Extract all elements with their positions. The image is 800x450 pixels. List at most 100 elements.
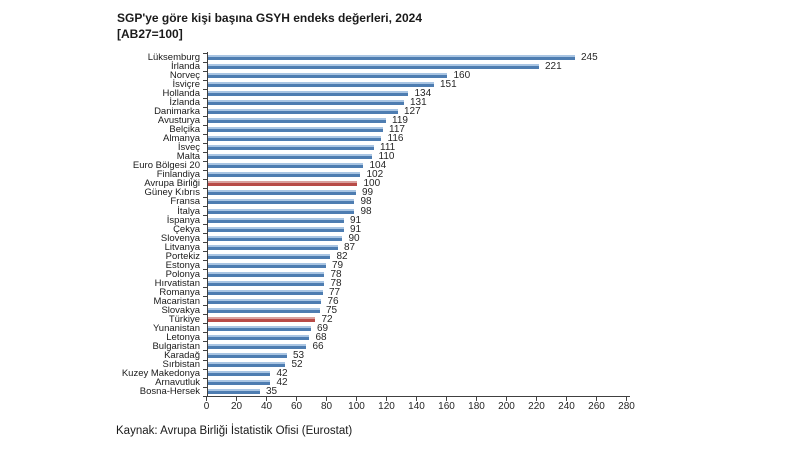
y-axis-tick <box>203 242 207 244</box>
value-label: 82 <box>336 250 348 262</box>
value-label: 102 <box>366 169 384 181</box>
category-label: Lüksemburg <box>147 52 200 63</box>
chart-subtitle: [AB27=100] <box>117 27 183 41</box>
category-label: Fransa <box>170 196 200 208</box>
x-axis-tick-label: 280 <box>618 401 635 412</box>
y-axis-tick <box>203 233 207 235</box>
chart-title: SGP'ye göre kişi başına GSYH endeks değe… <box>117 11 422 25</box>
x-axis-tick <box>506 397 507 401</box>
y-axis-tick <box>203 160 207 162</box>
bar <box>207 109 398 115</box>
category-label: İtalya <box>177 205 200 217</box>
value-label: 99 <box>362 187 374 199</box>
category-label: Bosna-Hersek <box>139 386 200 398</box>
x-axis-tick-label: 180 <box>468 401 485 412</box>
y-axis-tick <box>203 305 207 307</box>
category-label: Avrupa Birliği <box>144 178 200 190</box>
x-axis-tick <box>266 397 267 401</box>
bar <box>207 380 270 386</box>
y-axis-tick <box>203 133 207 135</box>
bar <box>207 82 434 88</box>
category-label: Almanya <box>163 133 200 145</box>
value-label: 35 <box>266 386 278 398</box>
y-axis-tick <box>203 124 207 126</box>
x-axis-tick-label: 80 <box>320 401 333 412</box>
bar <box>207 343 306 349</box>
value-label: 66 <box>312 340 324 352</box>
value-label: 69 <box>317 322 329 334</box>
x-axis-tick-label: 200 <box>498 401 515 412</box>
x-axis-tick <box>356 397 357 401</box>
value-label: 131 <box>410 97 427 109</box>
value-label: 160 <box>453 70 471 82</box>
value-label: 117 <box>389 124 405 136</box>
y-axis-tick <box>203 314 207 316</box>
bar <box>207 127 383 133</box>
category-label: Kuzey Makedonya <box>121 368 200 380</box>
bar <box>207 271 324 277</box>
y-axis-tick <box>203 61 207 63</box>
category-label: İsviçre <box>172 79 200 91</box>
y-axis-tick <box>203 287 207 289</box>
x-axis-tick-label: 160 <box>438 401 455 412</box>
category-label: Romanya <box>159 286 200 298</box>
bar <box>207 325 311 331</box>
bar <box>207 91 408 97</box>
value-label: 111 <box>380 142 396 154</box>
x-axis-tick <box>566 397 567 401</box>
x-axis-tick <box>386 397 387 401</box>
x-axis-tick-label: 0 <box>203 401 210 412</box>
y-axis-tick <box>203 169 207 171</box>
value-label: 78 <box>330 268 342 280</box>
category-label: Finlandiya <box>156 169 200 181</box>
category-label: Sırbistan <box>162 359 201 371</box>
x-axis-tick-label: 120 <box>378 401 395 412</box>
x-axis-tick <box>296 397 297 401</box>
y-axis-tick <box>203 341 207 343</box>
x-axis-tick <box>596 397 597 401</box>
y-axis-tick <box>203 196 207 198</box>
y-axis-tick <box>203 386 207 388</box>
x-axis-tick-label: 220 <box>528 401 545 412</box>
bar <box>207 298 321 304</box>
bar <box>207 136 381 142</box>
value-label: 79 <box>332 259 344 271</box>
bar <box>207 172 360 178</box>
category-label: Letonya <box>166 331 200 343</box>
bar <box>207 371 270 377</box>
value-label: 151 <box>440 79 457 91</box>
bar <box>207 235 342 241</box>
y-axis-tick <box>203 215 207 217</box>
category-label: Güney Kıbrıs <box>144 187 200 199</box>
x-axis-tick <box>416 397 417 401</box>
y-axis-tick <box>203 70 207 72</box>
category-label: Belçika <box>169 124 200 136</box>
x-axis-line <box>206 396 630 397</box>
value-label: 110 <box>378 151 395 163</box>
y-axis-tick <box>203 323 207 325</box>
value-label: 42 <box>276 377 288 389</box>
y-axis-tick <box>203 350 207 352</box>
value-label: 76 <box>327 295 339 307</box>
x-axis-tick-label: 140 <box>408 401 425 412</box>
y-axis-tick <box>203 251 207 253</box>
y-axis-tick <box>203 296 207 298</box>
value-label: 78 <box>330 277 342 289</box>
category-label: Malta <box>176 151 200 163</box>
bar <box>207 199 354 205</box>
bar <box>207 334 309 340</box>
y-axis-tick <box>203 368 207 370</box>
value-label: 90 <box>348 232 360 244</box>
y-axis-tick <box>203 206 207 207</box>
x-axis-tick-label: 60 <box>290 401 303 412</box>
y-axis-tick <box>203 269 207 271</box>
bar <box>207 100 404 106</box>
bar <box>207 352 287 358</box>
bar <box>207 118 386 124</box>
x-axis-tick <box>206 397 207 401</box>
y-axis-tick <box>203 142 207 144</box>
category-label: Portekiz <box>165 250 200 262</box>
value-label: 72 <box>321 313 333 325</box>
x-axis-tick-label: 100 <box>348 401 365 412</box>
category-label: Bulgaristan <box>152 340 200 352</box>
